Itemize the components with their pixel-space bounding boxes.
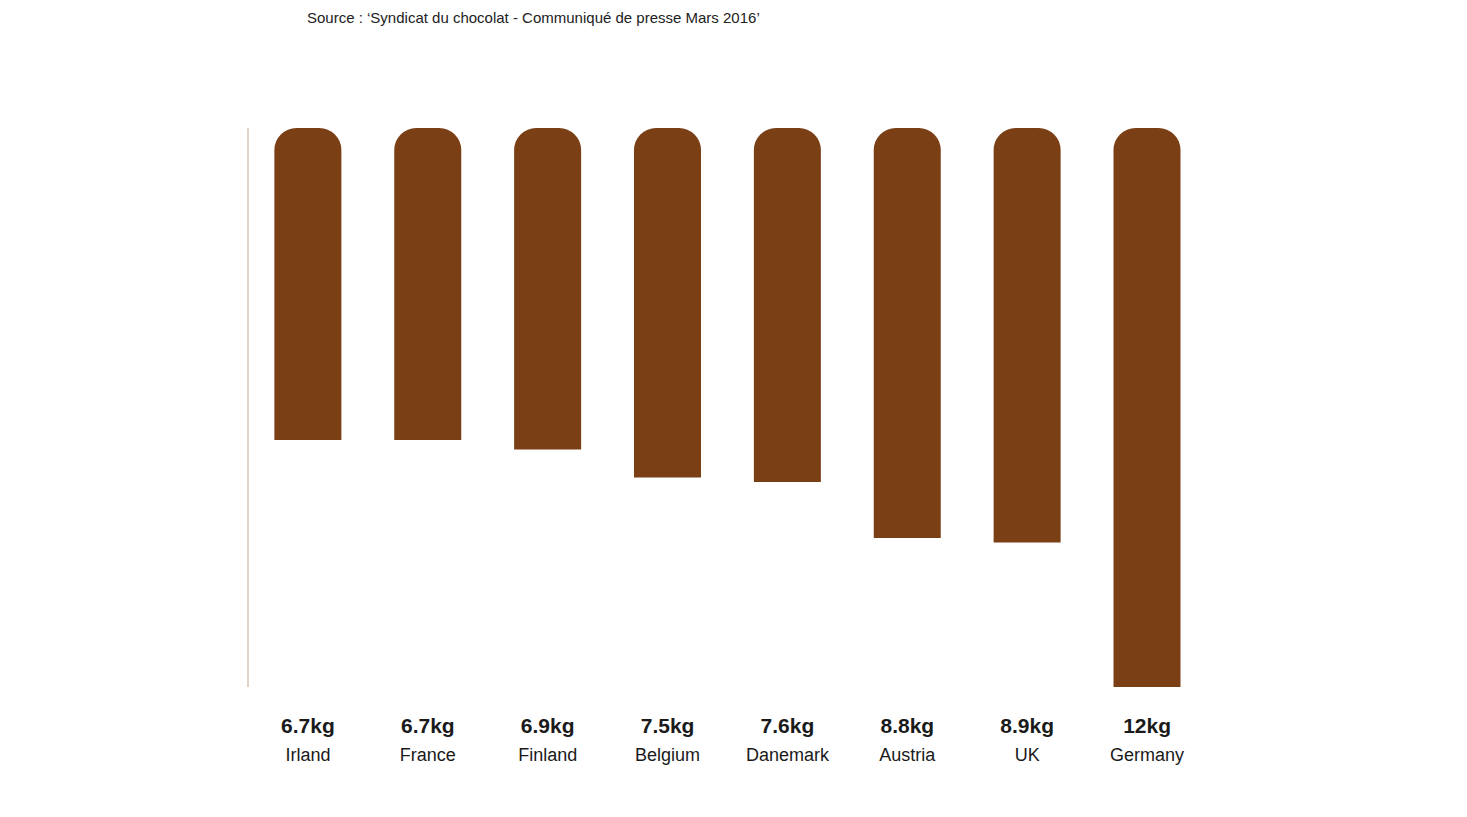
svg-text:Belgium: Belgium [635, 745, 700, 765]
svg-text:France: France [400, 745, 456, 765]
svg-text:Germany: Germany [1110, 745, 1184, 765]
svg-text:UK: UK [1015, 745, 1040, 765]
svg-text:8.9kg: 8.9kg [1000, 714, 1054, 737]
svg-text:Danemark: Danemark [746, 745, 830, 765]
svg-text:12kg: 12kg [1123, 714, 1171, 737]
svg-text:6.9kg: 6.9kg [521, 714, 575, 737]
svg-text:7.6kg: 7.6kg [761, 714, 815, 737]
svg-text:8.8kg: 8.8kg [880, 714, 934, 737]
svg-text:Austria: Austria [879, 745, 936, 765]
svg-text:Irland: Irland [285, 745, 330, 765]
svg-text:6.7kg: 6.7kg [401, 714, 455, 737]
svg-text:6.7kg: 6.7kg [281, 714, 335, 737]
svg-text:Finland: Finland [518, 745, 577, 765]
html-text:Source : ‘Syndicat du chocolat: Source : ‘Syndicat du chocolat - Communi… [307, 9, 760, 26]
svg-text:7.5kg: 7.5kg [641, 714, 695, 737]
